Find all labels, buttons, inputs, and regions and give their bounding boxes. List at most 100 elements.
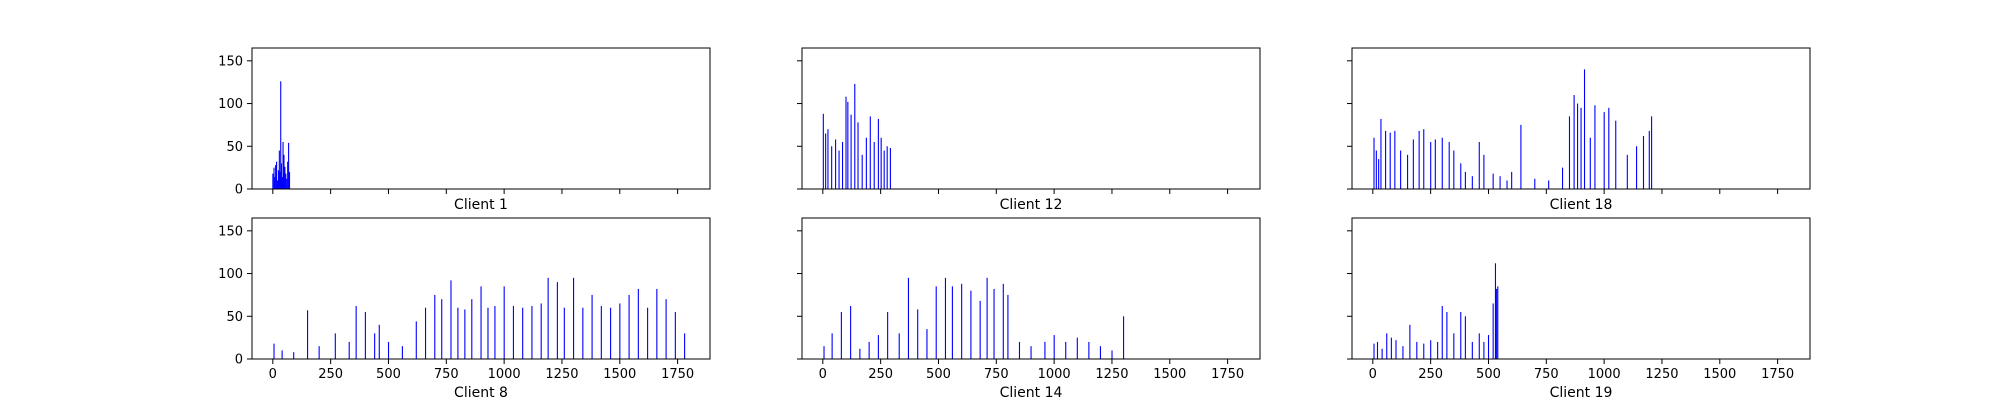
bar <box>283 154 285 189</box>
axes-frame <box>251 47 711 190</box>
bar <box>288 171 291 189</box>
bar <box>637 288 639 359</box>
bars <box>1373 69 1653 189</box>
bar <box>1460 312 1462 359</box>
bar <box>831 333 833 359</box>
bar <box>293 352 295 359</box>
bar <box>573 277 575 359</box>
bar <box>284 166 286 189</box>
bar <box>944 277 947 359</box>
bar <box>1416 341 1418 359</box>
x-tick-label: 1250 <box>545 367 578 382</box>
bar <box>1007 294 1009 359</box>
bar <box>1407 154 1409 189</box>
y-tick-label: 50 <box>226 310 243 325</box>
bar <box>1448 142 1450 189</box>
bar <box>861 154 863 189</box>
bar <box>854 83 856 189</box>
bar <box>1615 120 1617 189</box>
bar <box>424 307 427 359</box>
bar <box>471 299 473 359</box>
bar <box>1608 107 1610 189</box>
bar <box>1464 171 1466 189</box>
bar <box>1496 288 1498 359</box>
bar <box>457 307 459 359</box>
bar <box>1409 324 1411 359</box>
bar <box>883 150 885 189</box>
bar <box>273 343 275 359</box>
bar <box>1381 348 1383 359</box>
bar <box>1373 343 1375 359</box>
y-tick-label: 100 <box>218 97 243 112</box>
bar <box>1460 163 1462 189</box>
bar <box>1446 312 1448 359</box>
bar <box>859 348 861 359</box>
bar <box>276 161 278 189</box>
bar <box>273 167 275 189</box>
x-tick-label: 1500 <box>1703 367 1736 382</box>
bar <box>1430 142 1432 189</box>
bar <box>1395 340 1397 359</box>
x-tick-label: 1500 <box>603 367 636 382</box>
subplot-xlabel: Client 19 <box>1550 385 1613 400</box>
subplot-client-8: Client 8 0 250 500 750 1000 1250 1500 1750 0 50 10… <box>218 217 711 400</box>
bar <box>1053 335 1055 359</box>
subplot-xlabel: Client 18 <box>1550 197 1613 213</box>
bar <box>547 277 549 359</box>
bar <box>1589 137 1591 189</box>
bar <box>1506 180 1508 189</box>
bar <box>841 142 844 189</box>
bars <box>272 81 291 189</box>
bar <box>503 286 505 359</box>
x-tick-label: 1750 <box>661 367 694 382</box>
bar <box>1394 130 1396 189</box>
bar <box>415 321 417 359</box>
bar <box>1483 341 1485 359</box>
bar <box>1642 136 1645 189</box>
bar <box>907 277 909 359</box>
subplot-client-14: Client 14 0 250 500 750 1000 1250 1500 1750 <box>797 217 1261 400</box>
bar <box>1511 171 1513 189</box>
bar <box>272 173 274 189</box>
bar <box>1088 341 1090 359</box>
bar <box>868 341 870 359</box>
subplot-client-19: Client 19 0 250 500 750 1000 1250 1500 1750 <box>1347 217 1811 400</box>
bar <box>1389 132 1391 189</box>
bar <box>1577 103 1579 189</box>
bar <box>1573 95 1575 189</box>
y-tick-label: 0 <box>235 353 243 368</box>
x-tick-label: 1000 <box>1588 367 1621 382</box>
bar <box>850 114 852 189</box>
bar <box>951 286 953 359</box>
bar <box>1636 146 1638 189</box>
x-tick-label: 0 <box>819 367 827 382</box>
bar <box>1385 130 1387 189</box>
bar <box>877 118 879 189</box>
x-tick-label: 1750 <box>1211 367 1244 382</box>
bar <box>1386 333 1388 359</box>
bar <box>898 333 900 359</box>
bars <box>1373 263 1499 359</box>
bar <box>494 306 496 359</box>
bar <box>441 299 443 359</box>
x-tick-label: 1000 <box>1038 367 1071 382</box>
bar <box>1076 337 1078 359</box>
bar <box>1471 176 1473 189</box>
axes-frame <box>1351 47 1811 190</box>
bar <box>628 294 630 359</box>
bar <box>917 309 919 359</box>
x-tick-label: 250 <box>318 367 343 382</box>
bar <box>831 146 833 189</box>
y-tick-label: 150 <box>218 224 243 239</box>
bar <box>822 113 824 189</box>
bar <box>1430 340 1432 359</box>
bar <box>556 282 558 359</box>
bar <box>865 137 867 189</box>
bar <box>887 312 889 359</box>
bar <box>522 307 524 359</box>
x-tick-label: 1250 <box>1645 367 1678 382</box>
bar <box>1651 116 1653 189</box>
x-tick-label: 750 <box>984 367 1009 382</box>
x-tick-label: 0 <box>269 367 277 382</box>
